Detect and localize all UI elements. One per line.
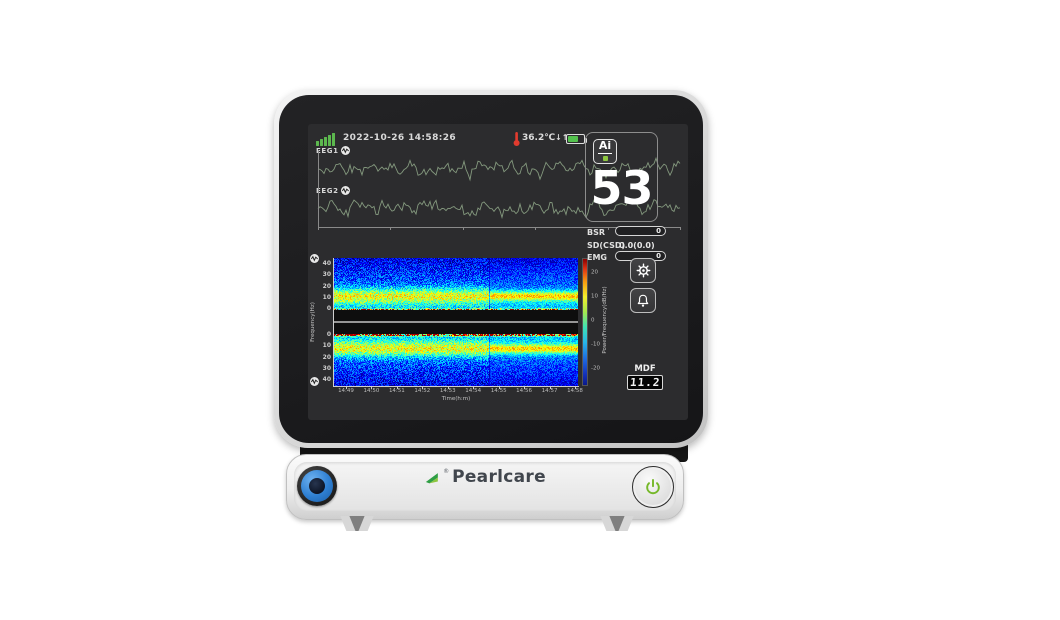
signal-strength-icon bbox=[316, 133, 338, 146]
eeg-x-axis bbox=[318, 227, 680, 228]
temperature-value: 36.2℃ bbox=[522, 133, 556, 143]
dsa-freq-tick: 20 bbox=[322, 282, 331, 290]
mdf-label: MDF bbox=[634, 364, 656, 374]
dsa-channel-1-icon bbox=[310, 254, 319, 263]
dsa-colorbar-tick: 10 bbox=[591, 293, 598, 300]
dsa-time-tick: 14:53 bbox=[439, 388, 456, 394]
screen-bezel: 2022-10-26 14:58:26 36.2℃ ↓↑ EEG1 bbox=[279, 95, 703, 443]
bsr-bar: 0 bbox=[615, 226, 666, 236]
dsa-time-tickmark bbox=[447, 386, 449, 389]
dsa-time-tickmark bbox=[549, 386, 551, 389]
dsa-spectrogram bbox=[334, 258, 578, 386]
dsa-freq-tick: 10 bbox=[322, 342, 331, 350]
touchscreen: 2022-10-26 14:58:26 36.2℃ ↓↑ EEG1 bbox=[308, 124, 688, 420]
dsa-colorbar-tick: 0 bbox=[591, 317, 595, 324]
sd-value: 0.0(0.0) bbox=[619, 241, 655, 250]
dsa-colorbar-tick: 20 bbox=[591, 269, 598, 276]
monitor-frame: 2022-10-26 14:58:26 36.2℃ ↓↑ EEG1 bbox=[274, 90, 708, 448]
dsa-time-tick: 14:56 bbox=[516, 388, 533, 394]
channel-1-icon bbox=[340, 146, 350, 155]
ai-logo: Ai bbox=[593, 139, 617, 164]
brand-name: Pearlcare bbox=[452, 467, 546, 487]
dsa-freq-tick: 30 bbox=[322, 271, 331, 279]
device-foot-left bbox=[340, 516, 374, 531]
dsa-time-tick: 14:52 bbox=[414, 388, 431, 394]
emg-label: EMG bbox=[587, 253, 607, 262]
eeg2-waveform bbox=[317, 199, 681, 220]
dsa-time-tickmark bbox=[575, 386, 576, 389]
leaf-icon bbox=[425, 472, 438, 483]
dsa-time-tick: 14:54 bbox=[465, 388, 482, 394]
dsa-time-tick: 14:58 bbox=[567, 388, 583, 394]
dsa-time-tickmark bbox=[422, 386, 424, 389]
eeg-x-tickmark bbox=[607, 227, 609, 230]
alarm-button[interactable] bbox=[630, 288, 656, 313]
index-panel: Ai 53 bbox=[585, 132, 658, 222]
gear-icon bbox=[636, 263, 650, 278]
updown-arrows-icon: ↓↑ bbox=[555, 133, 569, 142]
power-button[interactable] bbox=[632, 466, 674, 508]
dsa-time-tick: 14:50 bbox=[363, 388, 380, 394]
registered-mark: ® bbox=[443, 468, 450, 475]
dsa-freq-tick: 40 bbox=[322, 260, 331, 267]
dsa-ylabel: Frequency(Hz) bbox=[310, 302, 316, 342]
dsa-time-tickmark bbox=[498, 386, 500, 389]
bsr-value: 0 bbox=[656, 226, 661, 235]
dsa-time-tick: 14:51 bbox=[388, 388, 405, 394]
brand-logo: ® Pearlcare bbox=[424, 467, 546, 487]
dsa-time-tickmark bbox=[371, 386, 373, 389]
connector-socket bbox=[309, 478, 325, 494]
dsa-xlabel: Time(h:m) bbox=[441, 396, 471, 402]
eeg-x-tickmark bbox=[462, 227, 464, 230]
dsa-time-tick: 14:57 bbox=[541, 388, 558, 394]
eeg-x-tickmark bbox=[390, 227, 392, 230]
dsa-time-tick: 14:49 bbox=[338, 388, 354, 394]
dsa-time-tickmark bbox=[524, 386, 526, 389]
dsa-freq-tick: 20 bbox=[322, 353, 331, 361]
eeg-y-axis bbox=[318, 150, 319, 227]
dsa-freq-tick: 0 bbox=[326, 331, 331, 338]
dsa-time-tickmark bbox=[396, 386, 398, 389]
dsa-time-tick: 14:55 bbox=[490, 388, 507, 394]
battery-icon bbox=[566, 134, 587, 144]
settings-button[interactable] bbox=[630, 258, 656, 283]
dsa-freq-tick: 30 bbox=[322, 364, 331, 372]
dsa-colorbar-tick: -10 bbox=[591, 341, 600, 348]
thermometer-icon bbox=[512, 131, 521, 151]
mdf-display: 11.2 bbox=[627, 375, 663, 390]
dsa-colorbar-tick: -20 bbox=[591, 365, 600, 372]
datetime-text: 2022-10-26 14:58:26 bbox=[343, 133, 457, 143]
eeg1-waveform bbox=[317, 156, 681, 182]
device-base: ® Pearlcare bbox=[286, 454, 684, 520]
dsa-freq-tick: 0 bbox=[326, 305, 331, 312]
dsa-freq-tick: 10 bbox=[322, 293, 331, 301]
eeg1-label: EEG1 bbox=[316, 146, 350, 155]
dsa-x-axis bbox=[333, 386, 579, 387]
eeg2-label: EEG2 bbox=[316, 186, 350, 195]
dsa-channel-2-icon bbox=[310, 377, 319, 386]
sensor-connector-button[interactable] bbox=[297, 466, 337, 506]
bell-icon bbox=[637, 294, 649, 307]
dsa-time-tickmark bbox=[473, 386, 475, 389]
index-value: 53 bbox=[590, 161, 653, 215]
dsa-y-axis bbox=[333, 258, 334, 386]
ai-led-indicator bbox=[602, 155, 608, 161]
power-icon bbox=[646, 478, 660, 495]
eeg-x-tickmark bbox=[680, 227, 681, 230]
dsa-freq-tick: 40 bbox=[322, 376, 331, 383]
base-faceplate bbox=[294, 462, 676, 511]
device-foot-right bbox=[600, 516, 634, 531]
eeg-x-tickmark bbox=[318, 227, 319, 230]
bsr-label: BSR bbox=[587, 228, 606, 237]
dsa-time-tickmark bbox=[346, 386, 347, 389]
mdf-value: 11.2 bbox=[629, 376, 661, 389]
eeg-x-tickmark bbox=[535, 227, 537, 230]
dsa-colorbar-label: Power/Frequency(dB/Hz) bbox=[602, 286, 608, 354]
dsa-colorbar bbox=[582, 258, 588, 386]
channel-2-icon bbox=[340, 186, 350, 195]
sd-label: SD(CSD) bbox=[587, 241, 626, 250]
emg-value: 0 bbox=[656, 251, 661, 260]
